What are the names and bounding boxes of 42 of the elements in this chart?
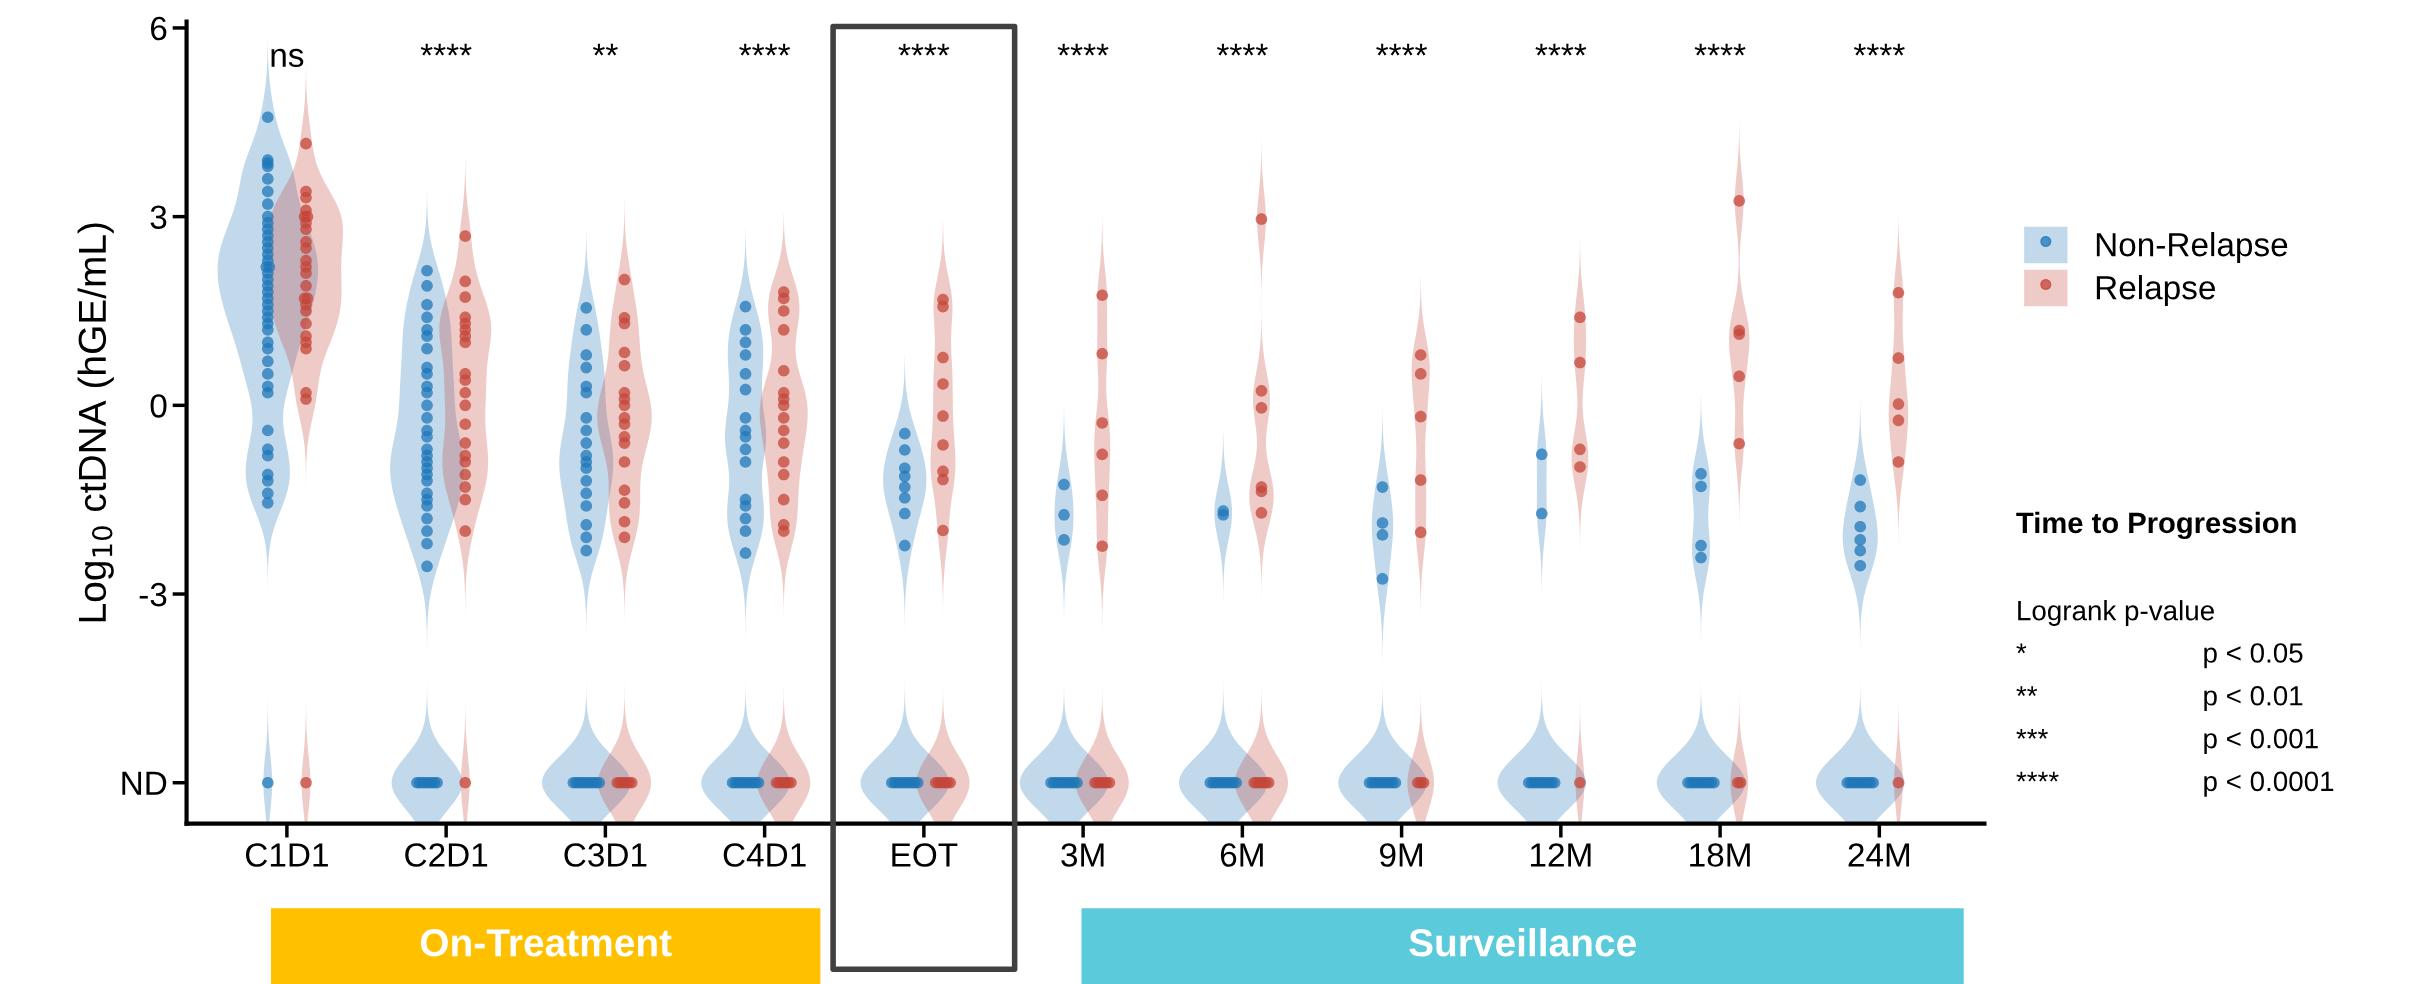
legend-label: Relapse xyxy=(2096,274,2215,307)
x-tick-label: C4D1 xyxy=(723,843,806,867)
annotation: **** xyxy=(1216,43,1268,56)
x-tick-label: 12M xyxy=(1530,843,1591,867)
annotation: **** xyxy=(1535,43,1587,56)
text: p < 0.05 xyxy=(2204,643,2303,669)
x-tick-label: 3M xyxy=(1061,843,1104,867)
x-tick-label: C2D1 xyxy=(405,843,488,867)
annotation: **** xyxy=(1853,43,1905,56)
x-tick-label: EOT xyxy=(892,843,958,867)
annotation: **** xyxy=(898,43,950,56)
text: p < 0.0001 xyxy=(2204,771,2334,797)
y-tick-label: ND xyxy=(122,771,167,795)
text: *** xyxy=(2016,729,2048,739)
annotation: ns xyxy=(271,48,304,68)
text: Surveillance xyxy=(1409,927,1636,957)
x-tick-label: 24M xyxy=(1848,843,1910,867)
annotation: ** xyxy=(592,43,618,56)
y-axis-title: Log$_{10}$ ctDNA (hGE/mL) xyxy=(77,223,114,622)
y-tick-label: 6 xyxy=(150,16,167,41)
text: p < 0.01 xyxy=(2204,685,2303,712)
x-tick-label: 18M xyxy=(1690,843,1750,867)
text: On-Treatment xyxy=(420,929,672,957)
text: ** xyxy=(2016,686,2038,696)
annotation: **** xyxy=(739,43,791,56)
x-tick-label: 9M xyxy=(1380,843,1423,867)
annotation: **** xyxy=(1694,43,1746,56)
annotation: **** xyxy=(420,43,472,56)
y-tick-label: 3 xyxy=(150,205,167,230)
x-tick-label: C1D1 xyxy=(245,843,328,867)
text: p < 0.001 xyxy=(2204,728,2318,754)
text: Time to Progression xyxy=(2016,511,2296,540)
text: Logrank p-value xyxy=(2018,600,2214,626)
x-tick-label: C3D1 xyxy=(564,843,647,867)
y-tick-label: -3 xyxy=(139,582,167,607)
text: **** xyxy=(2016,771,2059,782)
legend-label: Non-Relapse xyxy=(2096,231,2288,264)
x-tick-label: 6M xyxy=(1220,843,1263,867)
annotation: **** xyxy=(1376,43,1428,56)
text: * xyxy=(2016,643,2027,654)
annotation: **** xyxy=(1057,43,1109,56)
y-tick-label: 0 xyxy=(150,394,167,418)
